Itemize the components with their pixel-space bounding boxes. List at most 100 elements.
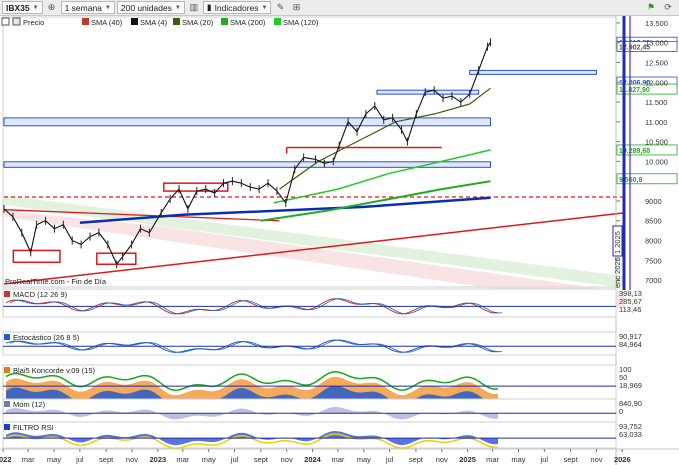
panel-value-label: 840,90	[619, 399, 642, 408]
refresh-icon[interactable]: ⟳	[664, 2, 672, 12]
x-tick-label: may	[357, 455, 371, 464]
pencil-icon[interactable]: ✎	[276, 2, 285, 12]
stochastic-panel-frame	[2, 331, 617, 356]
momentum-panel-title: Mom (12)	[13, 400, 46, 409]
rsi-filter-panel-title: FILTRO RSI	[13, 423, 54, 432]
price-overlays	[3, 69, 625, 308]
koncorde-panel-title: Blai5 Koncorde v.09 (15)	[13, 366, 95, 375]
y-tick-label: 13.000	[645, 39, 668, 48]
red-channel-zone	[4, 210, 624, 308]
alert-icon[interactable]: ⚑	[646, 2, 656, 12]
x-tick-label: mar	[176, 455, 189, 464]
bar-chart-icon: ▮	[206, 2, 212, 12]
chart-canvas: 13.012,9012.902,4512.006,9011.827,9010.2…	[0, 16, 679, 465]
price-series	[3, 38, 492, 269]
price-tag-label: 12.902,45	[619, 45, 650, 52]
price-tags: 13.012,9012.902,4512.006,9011.827,9010.2…	[616, 36, 678, 185]
panel-value-label: 0	[619, 407, 623, 416]
y-tick-label: 8000	[645, 237, 662, 246]
chevron-down-icon: ▼	[174, 4, 181, 11]
momentum-panel: Mom (12) 840,900	[2, 398, 642, 423]
x-tick-label: 2025	[459, 455, 476, 464]
price-tag-label: 12.006,90	[619, 80, 650, 87]
panel-value-label: 93,752	[619, 422, 642, 431]
koncorde-blue-area	[6, 385, 498, 405]
x-tick-label: sept	[564, 455, 579, 464]
zone-box	[3, 117, 492, 127]
panel-value-label: 84,964	[619, 340, 642, 349]
symbol-selector[interactable]: IBX35 ▼	[2, 1, 43, 14]
koncorde-green-line	[5, 371, 499, 391]
sma120-line	[273, 149, 491, 204]
y-tick-label: 7000	[645, 276, 662, 285]
macd-panel-line	[5, 298, 499, 315]
price-tag-box	[616, 144, 678, 156]
timeframe-selector[interactable]: 1 semana ▼	[60, 1, 115, 14]
legend-sma40: SMA (40)	[91, 18, 123, 27]
date-marker-lines: 1 2025 enc 2025	[612, 16, 631, 290]
stochastic-panel-title: Estocástico (26 8 5)	[13, 333, 80, 342]
x-tick-label: may	[511, 455, 525, 464]
legend-swatch-sma4	[131, 18, 138, 25]
red-trendline-down	[3, 209, 280, 222]
x-tick-label: may	[47, 455, 61, 464]
x-tick-label: sept	[409, 455, 424, 464]
legend-swatch-price	[12, 17, 21, 26]
price-tag-label: 9.560,8	[619, 177, 642, 184]
watermark: ProRealTime.com - Fin de Día	[5, 277, 107, 286]
x-tick-label: 2024	[304, 455, 322, 464]
y-tick-label: 10.500	[645, 138, 668, 147]
price-tag-box	[616, 173, 678, 185]
panel-value-label: 100	[619, 365, 632, 374]
indicators-label: Indicadores	[214, 2, 259, 13]
chart-type-icon[interactable]: ▥	[189, 2, 199, 12]
y-tick-label: 8500	[645, 217, 662, 226]
green-channel-zone	[4, 195, 624, 288]
panel-value-label: 113,46	[619, 305, 641, 314]
side-label-1: 1 2025	[613, 231, 622, 254]
y-tick-label: 9000	[645, 197, 662, 206]
stochastic-panel-signal	[9, 339, 503, 353]
price-tag-box	[616, 83, 678, 95]
legend-sma120: SMA (120)	[283, 18, 319, 27]
x-tick-label: nov	[281, 455, 293, 464]
red-trendline-up	[3, 212, 625, 285]
y-tick-label: 13.500	[645, 19, 668, 28]
x-tick-label: jul	[230, 455, 239, 464]
timeframe-label: 1 semana	[64, 2, 102, 13]
settings-icon[interactable]	[1, 17, 10, 26]
macd-panel-signal	[9, 298, 503, 315]
legend-sma4: SMA (4)	[140, 18, 168, 27]
indicators-button[interactable]: ▮ Indicadores ▼	[202, 1, 272, 14]
legend-swatch-sma40	[82, 18, 89, 25]
compare-icon[interactable]: ⊕	[47, 2, 56, 12]
sma200-line	[260, 180, 491, 222]
x-tick-label: jul	[540, 455, 549, 464]
x-tick-label: nov	[590, 455, 602, 464]
x-tick-label: jul	[385, 455, 394, 464]
x-tick-label: jul	[75, 455, 84, 464]
x-tick-label: 2022	[0, 455, 11, 464]
support-box	[12, 249, 61, 264]
legend-swatch	[4, 367, 10, 373]
y-tick-label: 12.000	[645, 78, 668, 87]
panel-value-label: 18,969	[619, 381, 642, 390]
units-selector[interactable]: 200 unidades ▼	[116, 1, 185, 14]
price-tag-label: 11.827,90	[619, 87, 650, 94]
legend-swatch-sma20	[173, 18, 180, 25]
x-tick-label: mar	[22, 455, 35, 464]
price-panel: 13.012,9012.902,4512.006,9011.827,9010.2…	[2, 16, 678, 308]
panel-value-label: 398,13	[619, 289, 642, 298]
x-tick-label: 2026	[614, 455, 631, 464]
momentum-panel-frame	[2, 398, 617, 423]
macd-panel-title: MACD (12 26 9)	[13, 290, 68, 299]
x-tick-label: may	[202, 455, 216, 464]
price-legend: Precio SMA (40) SMA (4) SMA (20) SMA (20…	[1, 17, 319, 27]
chevron-down-icon: ▼	[104, 4, 111, 11]
legend-price: Precio	[23, 18, 44, 27]
chart-toolbar: IBX35 ▼ ⊕ 1 semana ▼ 200 unidades ▼ ▥ ▮ …	[0, 0, 679, 16]
drawing-tools-icon[interactable]: ⊞	[292, 2, 301, 12]
